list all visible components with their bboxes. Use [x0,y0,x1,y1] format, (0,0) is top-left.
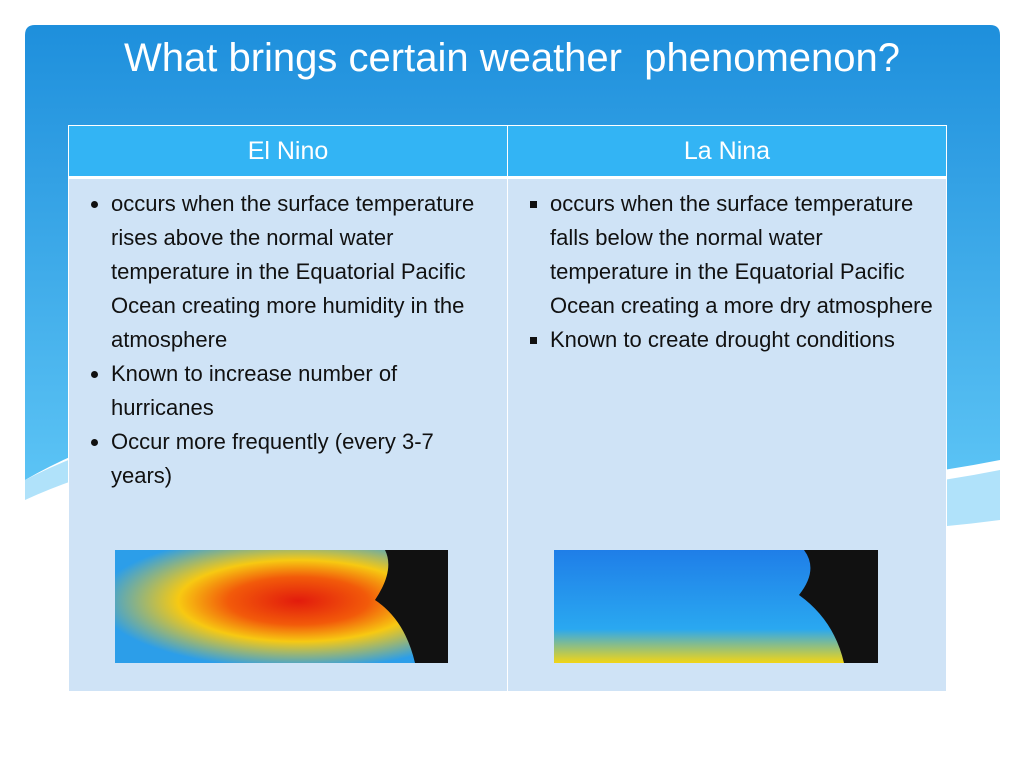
title: What brings certain weather phenomenon? [123,36,900,80]
comparison-table: El Nino La Nina occurs when the surface … [68,125,947,692]
el-nino-map [115,550,448,663]
header-cell: El Nino [68,125,508,179]
bullet-list: occurs when the surface temperature rise… [77,187,499,493]
bullet-item: Occur more frequently (every 3-7 years) [111,425,499,493]
bullet-item: Known to increase number of hurricanes [111,357,499,425]
bullet-item: occurs when the surface temperature fall… [550,187,938,323]
header-cell: La Nina [507,125,947,179]
la-nina-map [554,550,878,663]
bullet-item: occurs when the surface temperature rise… [111,187,499,357]
bullet-list: occurs when the surface temperature fall… [516,187,938,357]
bullet-item: Known to create drought conditions [550,323,938,357]
cell: occurs when the surface temperature rise… [68,177,508,692]
cell: occurs when the surface temperature fall… [507,177,947,692]
